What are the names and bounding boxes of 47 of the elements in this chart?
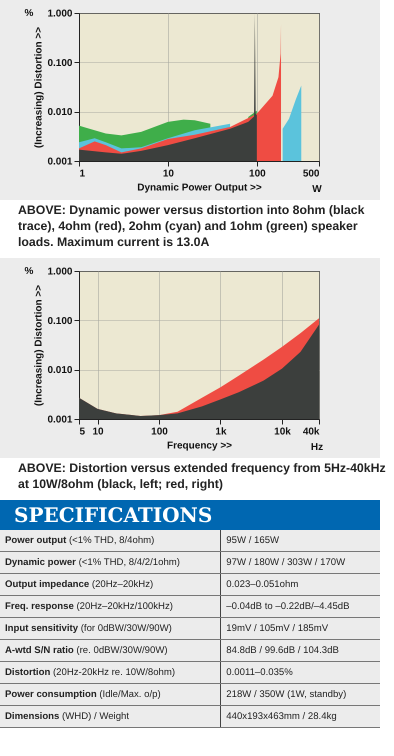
x-tick-label: 1k (215, 426, 227, 438)
x-tick-label: 5 (80, 426, 86, 438)
text: ABOVE: Distortion versus extended frequency from 5Hz-40kHz at 10W/8ohm (black, left; red, right) (0, 458, 394, 500)
text: 84.8dB / 99.6dB / 104.3dB (220, 640, 380, 662)
text: Freq. response (20Hz–20kHz/100kHz) (0, 596, 221, 618)
text: Input sensitivity (for 0dBW/30W/90W) (0, 618, 221, 640)
y-tick-label: 0.100 (47, 316, 73, 327)
x-tick-label: 1 (80, 168, 86, 180)
x-tick-label: 500 (302, 168, 320, 180)
text: 0.023–0.051ohm (220, 574, 380, 596)
text: Power consumption (Idle/Max. o/p) (0, 684, 221, 706)
y-axis-title: (Increasing) Distortion >> (33, 26, 44, 148)
y-tick-label: 0.001 (47, 414, 73, 426)
text: % (24, 8, 34, 19)
y-tick-label: 0.100 (47, 58, 73, 69)
y-tick-label: 0.010 (47, 365, 73, 376)
text: ABOVE: Dynamic power versus distortion into 8ohm (black trace), 4ohm (red), 2ohm (cyan) and 1ohm (green) speaker loads. Maximum current is 13.0A (0, 200, 394, 258)
text: SPECIFICATIONS (0, 500, 380, 530)
y-tick-label: 1.000 (47, 8, 73, 20)
text: 440x193x463mm / 28.4kg (220, 706, 380, 728)
text: 97W / 180W / 303W / 170W (220, 552, 380, 574)
text: % (24, 266, 34, 277)
text: A-wtd S/N ratio (re. 0dBW/30W/90W) (0, 640, 221, 662)
y-tick-label: 0.010 (47, 107, 73, 118)
x-axis-title: Dynamic Power Output >> (137, 182, 262, 194)
y-tick-label: 1.000 (47, 266, 73, 278)
text: Dimensions (WHD) / Weight (0, 706, 221, 728)
x-tick-label: 100 (249, 168, 266, 180)
x-tick-label: 10 (162, 168, 174, 180)
text: Distortion (20Hz-20kHz re. 10W/8ohm) (0, 662, 221, 684)
x-tick-label: 10k (274, 426, 292, 438)
text: 0.0011–0.035% (220, 662, 380, 684)
text: –0.04dB to –0.22dB/–4.45dB (220, 596, 380, 618)
text: Output impedance (20Hz–20kHz) (0, 574, 221, 596)
text: 19mV / 105mV / 185mV (220, 618, 380, 640)
text: W (312, 184, 322, 195)
text: Power output (<1% THD, 8/4ohm) (0, 530, 221, 552)
x-tick-label: 10 (92, 426, 104, 438)
y-axis-title: (Increasing) Distortion >> (33, 284, 44, 406)
x-tick-label: 100 (151, 426, 168, 438)
text: Hz (310, 442, 324, 453)
x-tick-label: 40k (302, 426, 320, 438)
text: 218W / 350W (1W, standby) (220, 684, 380, 706)
text: 95W / 165W (220, 530, 380, 552)
text: Dynamic power (<1% THD, 8/4/2/1ohm) (0, 552, 221, 574)
y-tick-label: 0.001 (47, 156, 73, 168)
x-axis-title: Frequency >> (166, 440, 232, 452)
